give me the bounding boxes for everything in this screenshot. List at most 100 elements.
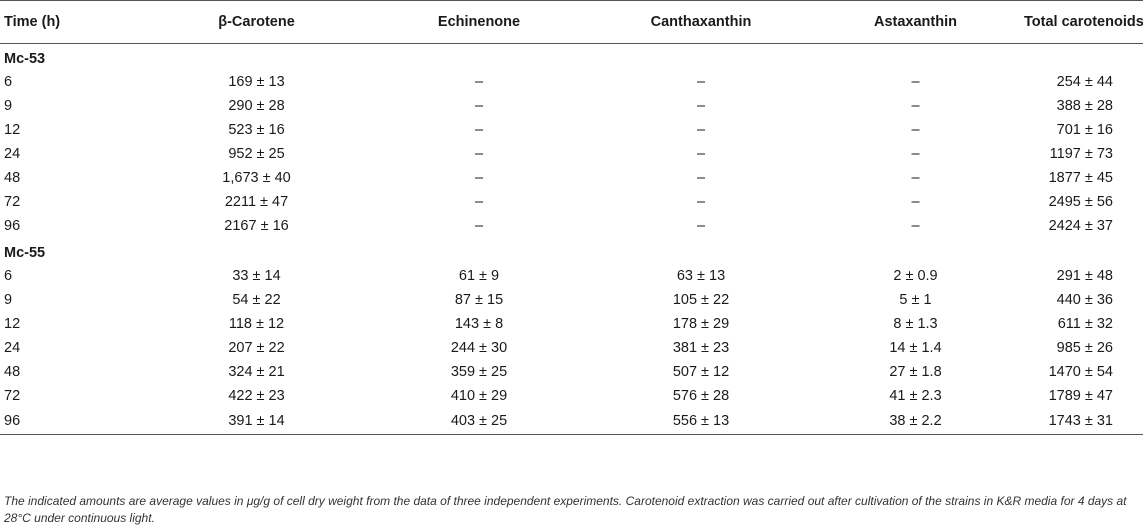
cell-beta-carotene: 54 ± 22	[232, 291, 281, 308]
cell-astaxanthin: –	[911, 169, 920, 186]
cell-beta-carotene: 324 ± 21	[228, 363, 285, 380]
cell-beta-carotene: 2211 ± 47	[224, 193, 289, 210]
cell-total-carotenoids: 388 ± 28	[1056, 97, 1113, 114]
header-row: Time (h) β-Carotene Echinenone Canthaxan…	[0, 0, 1143, 44]
cell-time: 6	[4, 73, 13, 90]
cell-total-carotenoids: 985 ± 26	[1056, 339, 1113, 356]
table-header: Time (h) β-Carotene Echinenone Canthaxan…	[0, 0, 1143, 44]
cell-total-carotenoids: 1743 ± 31	[1024, 407, 1143, 435]
cell-echinenone: 410 ± 29	[450, 387, 508, 404]
carotenoid-table: Time (h) β-Carotene Echinenone Canthaxan…	[0, 0, 1143, 435]
table-row: 6 33 ± 14 61 ± 9 63 ± 13 2 ± 0.9 291 ± 48	[0, 264, 1143, 288]
cell-canthaxanthin: –	[696, 121, 706, 138]
cell-beta-carotene: 952 ± 25	[228, 145, 285, 162]
cell-astaxanthin: –	[911, 217, 920, 234]
header-echinenone: Echinenone	[363, 0, 595, 44]
cell-total-carotenoids: 1470 ± 54	[1048, 363, 1113, 380]
cell-echinenone: –	[474, 169, 484, 186]
cell-canthaxanthin: –	[696, 73, 706, 90]
table-row: 96 2167 ± 16 – – – 2424 ± 37	[0, 214, 1143, 238]
cell-total-carotenoids: 2495 ± 56	[1048, 193, 1113, 210]
cell-astaxanthin: 5 ± 1	[899, 291, 932, 308]
table-row: 72 422 ± 23 410 ± 29 576 ± 28 41 ± 2.3 1789 ±…	[0, 384, 1143, 408]
cell-astaxanthin: 38 ± 2.2	[807, 407, 1024, 435]
header-time: Time (h)	[0, 0, 150, 44]
cell-time: 48	[4, 363, 21, 380]
cell-astaxanthin: 41 ± 2.3	[889, 387, 942, 404]
cell-canthaxanthin: –	[696, 193, 706, 210]
cell-beta-carotene: 523 ± 16	[228, 121, 285, 138]
cell-beta-carotene: 118 ± 12	[228, 315, 285, 332]
cell-beta-carotene: 33 ± 14	[232, 267, 281, 284]
cell-echinenone: 359 ± 25	[450, 363, 508, 380]
cell-beta-carotene: 1,673 ± 40	[222, 169, 291, 186]
cell-total-carotenoids: 611 ± 32	[1057, 315, 1113, 332]
cell-echinenone: –	[474, 193, 484, 210]
cell-echinenone: –	[474, 145, 484, 162]
cell-canthaxanthin: –	[696, 97, 706, 114]
cell-total-carotenoids: 291 ± 48	[1056, 267, 1113, 284]
cell-canthaxanthin: 576 ± 28	[672, 387, 730, 404]
cell-time: 24	[4, 145, 21, 162]
cell-echinenone: 403 ± 25	[363, 407, 595, 435]
table-row: 9 54 ± 22 87 ± 15 105 ± 22 5 ± 1 440 ± 36	[0, 288, 1143, 312]
cell-time: 72	[4, 193, 21, 210]
cell-beta-carotene: 2167 ± 16	[224, 217, 289, 234]
table-row: 48 324 ± 21 359 ± 25 507 ± 12 27 ± 1.8 1470 ±…	[0, 360, 1143, 384]
cell-astaxanthin: –	[911, 193, 920, 210]
cell-beta-carotene: 169 ± 13	[228, 73, 285, 90]
cell-echinenone: 87 ± 15	[454, 291, 504, 308]
cell-total-carotenoids: 2424 ± 37	[1048, 217, 1113, 234]
cell-time: 9	[4, 97, 13, 114]
cell-total-carotenoids: 1197 ± 73	[1049, 145, 1113, 162]
table-row: 24 207 ± 22 244 ± 30 381 ± 23 14 ± 1.4 985 ± …	[0, 336, 1143, 360]
cell-total-carotenoids: 1877 ± 45	[1048, 169, 1113, 186]
table-row: 12 118 ± 12 143 ± 8 178 ± 29 8 ± 1.3 611 ± 32	[0, 312, 1143, 336]
header-astaxanthin: Astaxanthin	[807, 0, 1024, 44]
cell-beta-carotene: 422 ± 23	[228, 387, 285, 404]
cell-astaxanthin: –	[911, 73, 920, 90]
cell-echinenone: –	[474, 121, 484, 138]
cell-time: 6	[4, 267, 13, 284]
cell-total-carotenoids: 254 ± 44	[1056, 73, 1113, 90]
table-row: 96 391 ± 14 403 ± 25 556 ± 13 38 ± 2.2 1743 ±…	[0, 407, 1143, 435]
cell-astaxanthin: 27 ± 1.8	[889, 363, 942, 380]
cell-echinenone: 244 ± 30	[450, 339, 508, 356]
cell-time: 12	[4, 121, 21, 138]
header-beta-carotene: β-Carotene	[150, 0, 363, 44]
group-row: Mc-55	[0, 238, 1143, 264]
cell-canthaxanthin: –	[696, 145, 706, 162]
cell-astaxanthin: 14 ± 1.4	[889, 339, 942, 356]
cell-total-carotenoids: 1789 ± 47	[1048, 387, 1113, 404]
cell-canthaxanthin: 105 ± 22	[672, 291, 730, 308]
cell-echinenone: –	[474, 97, 484, 114]
cell-time: 9	[4, 291, 13, 308]
cell-time: 72	[4, 387, 21, 404]
carotenoid-table-container: Time (h) β-Carotene Echinenone Canthaxan…	[0, 0, 1143, 435]
cell-astaxanthin: –	[911, 97, 920, 114]
table-row: 9 290 ± 28 – – – 388 ± 28	[0, 94, 1143, 118]
cell-total-carotenoids: 701 ± 16	[1056, 121, 1113, 138]
header-total-carotenoids: Total carotenoids	[1024, 0, 1143, 44]
cell-total-carotenoids: 440 ± 36	[1056, 291, 1113, 308]
table-row: 24 952 ± 25 – – – 1197 ± 73	[0, 142, 1143, 166]
cell-time: 12	[4, 315, 21, 332]
cell-canthaxanthin: 507 ± 12	[672, 363, 730, 380]
cell-time: 96	[4, 217, 21, 234]
cell-astaxanthin: 2 ± 0.9	[893, 267, 938, 284]
table-body: Mc-53 6 169 ± 13 – – – 254 ± 44 9 290 ± 28 – – – 388…	[0, 44, 1143, 435]
table-row: 12 523 ± 16 – – – 701 ± 16	[0, 118, 1143, 142]
cell-canthaxanthin: 178 ± 29	[672, 315, 730, 332]
cell-astaxanthin: 8 ± 1.3	[893, 315, 938, 332]
cell-echinenone: –	[474, 217, 484, 234]
cell-canthaxanthin: 63 ± 13	[676, 267, 726, 284]
table-footnote: The indicated amounts are average values…	[4, 494, 1127, 525]
cell-time: 24	[4, 339, 21, 356]
group-label: Mc-55	[4, 244, 46, 261]
cell-beta-carotene: 290 ± 28	[228, 97, 285, 114]
cell-canthaxanthin: 556 ± 13	[595, 407, 807, 435]
cell-astaxanthin: –	[911, 145, 920, 162]
group-label: Mc-53	[4, 50, 46, 67]
table-row: 48 1,673 ± 40 – – – 1877 ± 45	[0, 166, 1143, 190]
cell-canthaxanthin: –	[696, 169, 706, 186]
